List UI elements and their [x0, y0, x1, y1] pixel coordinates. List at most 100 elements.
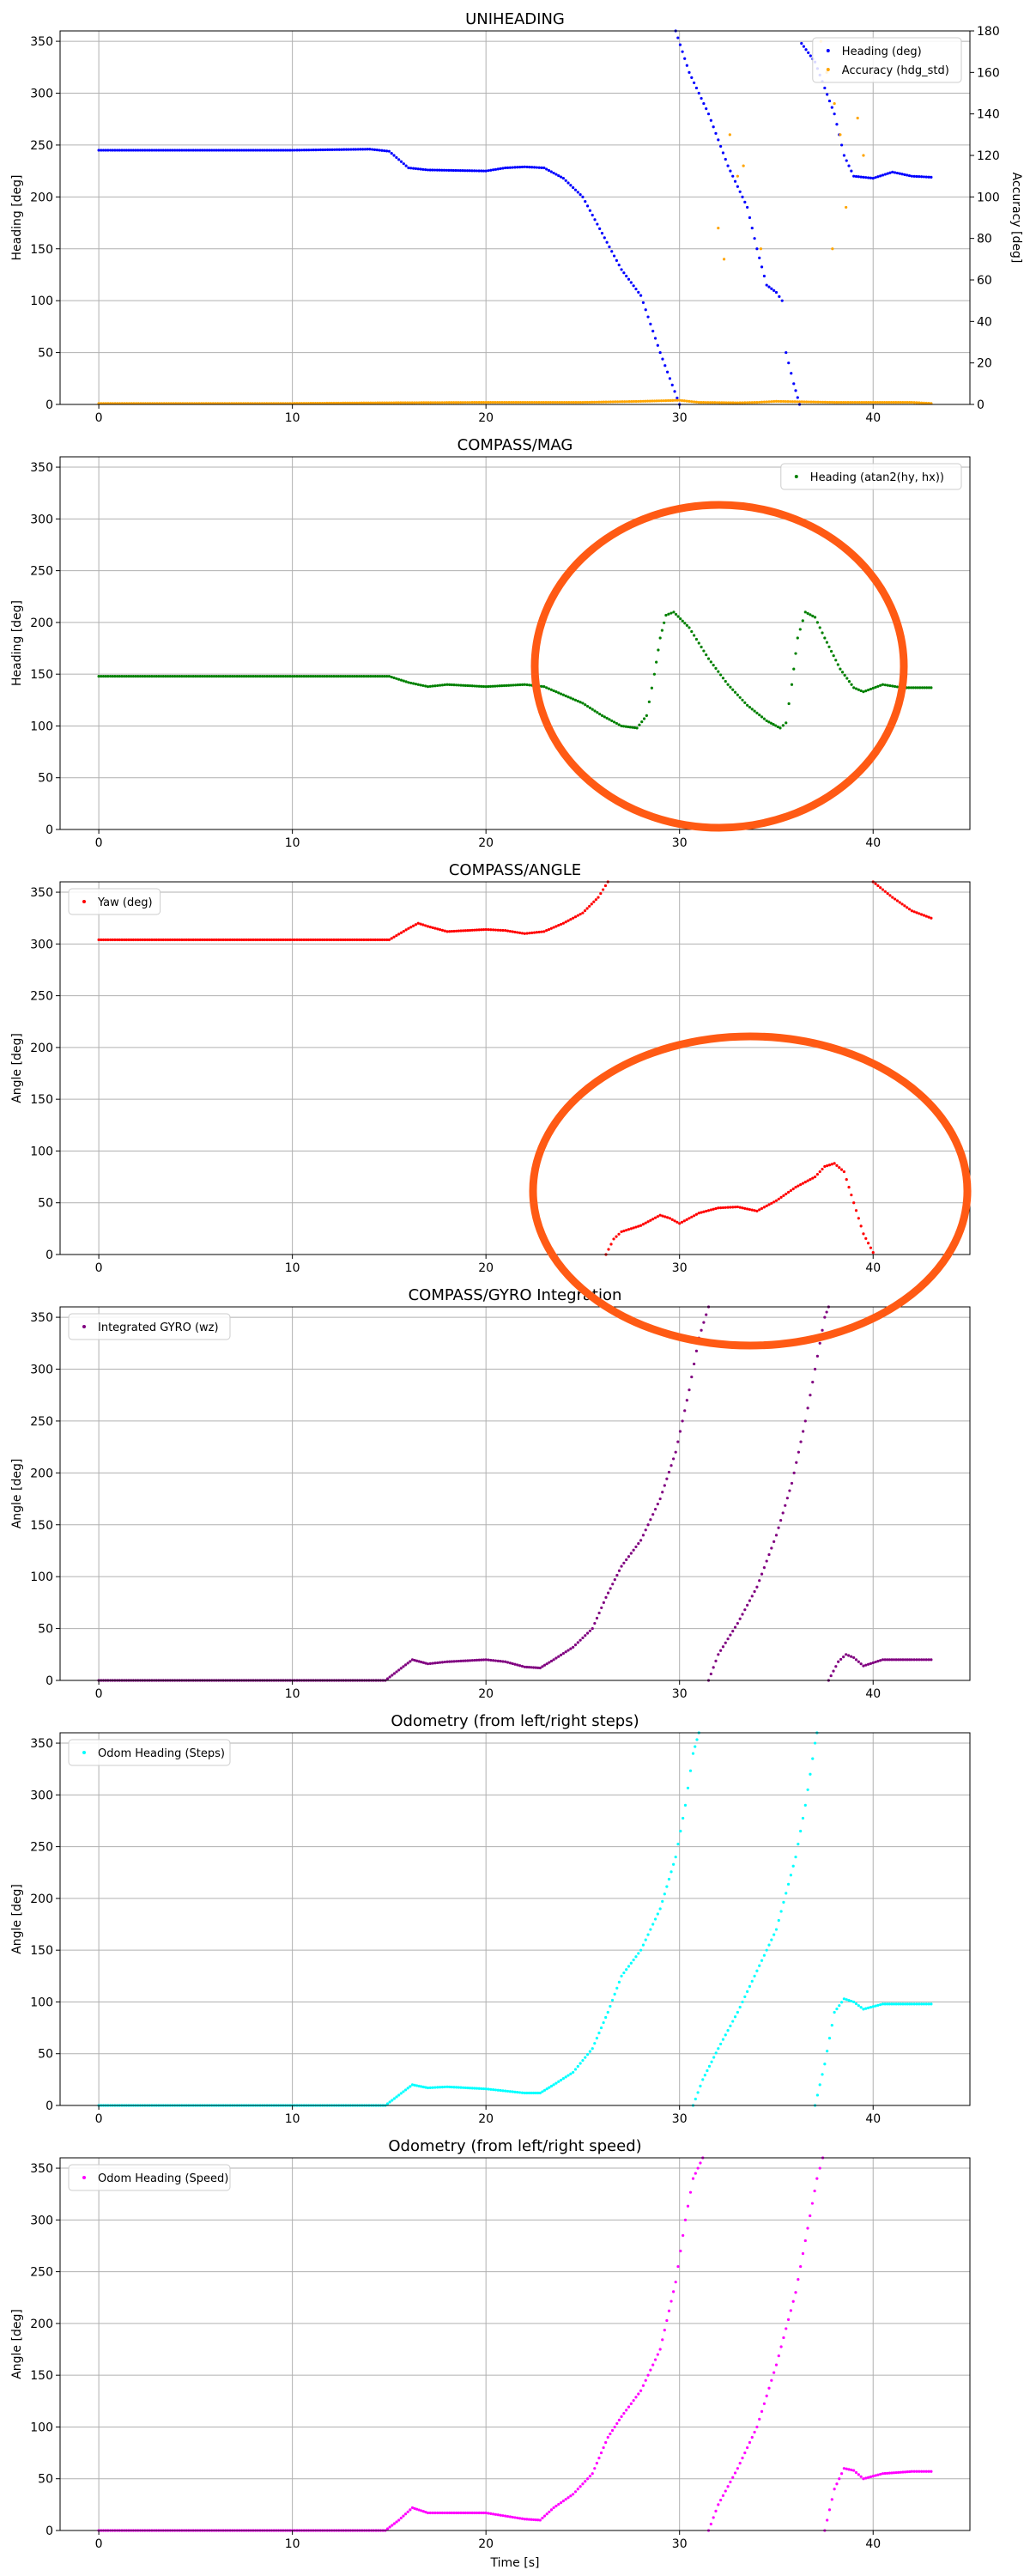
- data-point: [746, 1604, 748, 1607]
- data-point: [779, 726, 781, 729]
- data-point: [705, 1313, 707, 1315]
- x-tick-label: 0: [95, 411, 103, 425]
- data-point: [755, 712, 758, 714]
- data-point: [787, 2318, 790, 2321]
- data-point: [506, 930, 509, 933]
- data-point: [633, 1959, 635, 1961]
- data-point: [827, 646, 830, 648]
- data-point: [698, 92, 700, 94]
- data-point: [710, 119, 712, 122]
- data-point: [603, 236, 606, 239]
- data-point: [778, 2354, 780, 2357]
- data-point: [736, 694, 739, 696]
- x-tick-label: 20: [478, 836, 494, 850]
- data-point: [821, 1329, 823, 1332]
- data-point: [906, 906, 908, 908]
- data-point: [602, 888, 604, 890]
- data-point: [627, 278, 630, 281]
- data-point: [397, 2093, 400, 2096]
- x-tick-label: 40: [865, 1687, 881, 1701]
- data-point: [899, 901, 901, 903]
- data-point: [814, 1368, 816, 1370]
- data-point: [831, 2498, 833, 2500]
- data-point: [402, 2515, 404, 2518]
- data-point: [391, 152, 393, 155]
- data-point: [659, 351, 662, 354]
- data-point: [862, 1232, 864, 1235]
- data-point: [760, 1573, 763, 1576]
- data-point: [896, 899, 899, 902]
- data-point: [821, 2073, 823, 2075]
- data-point: [843, 1170, 845, 1173]
- data-point: [609, 2433, 611, 2435]
- data-point: [528, 683, 530, 686]
- data-point: [692, 2178, 694, 2180]
- data-point: [686, 64, 688, 67]
- data-point: [775, 1200, 778, 1202]
- data-point: [823, 1315, 826, 1318]
- data-point: [657, 648, 659, 651]
- data-point: [699, 2161, 701, 2164]
- data-point: [421, 168, 424, 171]
- data-point: [562, 1652, 565, 1655]
- data-point: [389, 1675, 391, 1678]
- x-tick-label: 10: [285, 411, 300, 425]
- data-point: [802, 619, 804, 622]
- data-point: [731, 1630, 734, 1632]
- data-point: [560, 1654, 562, 1656]
- data-point: [499, 167, 501, 170]
- data-point: [794, 1186, 797, 1188]
- data-point: [872, 177, 875, 179]
- data-point: [717, 2503, 719, 2506]
- data-point: [421, 684, 424, 687]
- chart-title: UNIHEADING: [465, 10, 565, 28]
- data-point: [581, 2059, 584, 2062]
- data-point: [577, 191, 579, 193]
- data-point: [855, 1209, 857, 1212]
- data-point: [400, 2517, 403, 2519]
- data-point: [663, 2329, 666, 2331]
- data-point: [439, 2512, 441, 2514]
- data-point: [665, 1886, 668, 1888]
- data-point: [767, 1203, 770, 1206]
- data-point: [722, 1206, 724, 1209]
- y-tick-label: 250: [30, 1841, 53, 1855]
- data-point: [918, 912, 920, 914]
- data-point: [707, 1209, 710, 1212]
- x-tick-label: 30: [672, 411, 688, 425]
- data-point: [753, 1590, 755, 1593]
- data-point: [683, 622, 686, 624]
- data-point: [331, 149, 334, 151]
- data-point: [770, 288, 772, 290]
- data-point: [596, 711, 598, 714]
- data-point: [407, 2087, 409, 2089]
- data-point: [729, 2025, 731, 2027]
- data-point: [345, 149, 348, 151]
- data-point: [393, 2097, 396, 2099]
- data-point: [633, 1549, 635, 1552]
- data-point: [497, 167, 500, 170]
- data-point: [879, 174, 882, 177]
- data-point: [867, 1663, 869, 1666]
- data-point: [596, 222, 598, 225]
- data-point: [811, 2202, 814, 2204]
- data-point: [530, 932, 533, 934]
- y-tick-label: 0: [45, 398, 53, 412]
- data-point: [693, 1363, 695, 1365]
- data-point: [841, 671, 844, 673]
- data-point: [681, 399, 683, 402]
- data-point: [584, 2056, 586, 2058]
- data-point: [668, 1878, 670, 1880]
- data-point: [649, 1219, 651, 1222]
- data-point: [799, 1183, 802, 1186]
- data-point: [742, 164, 745, 167]
- data-point: [391, 937, 393, 939]
- data-point: [536, 931, 538, 933]
- data-point: [633, 1226, 635, 1229]
- data-point: [714, 1207, 717, 1210]
- data-point: [780, 2345, 783, 2348]
- data-point: [702, 649, 705, 652]
- data-point: [625, 1968, 627, 1971]
- data-point: [834, 659, 837, 661]
